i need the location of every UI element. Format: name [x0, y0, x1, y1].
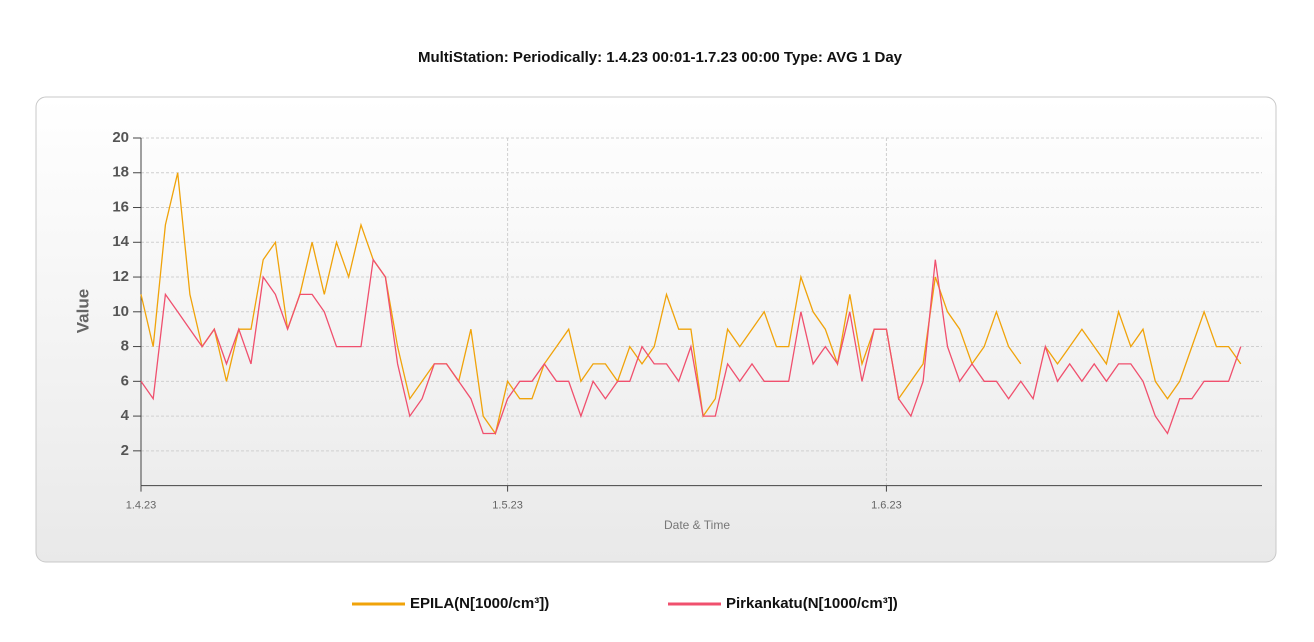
- y-axis-label: Value: [73, 289, 92, 333]
- y-tick-label: 18: [112, 164, 129, 181]
- x-tick-label: 1.6.23: [871, 500, 902, 512]
- y-tick-label: 4: [121, 407, 130, 424]
- y-tick-label: 16: [112, 198, 129, 215]
- x-axis-label: Date & Time: [664, 518, 730, 532]
- series-line: [140, 257, 1242, 435]
- y-tick-label: 2: [121, 442, 129, 459]
- y-tick-label: 6: [121, 372, 129, 389]
- legend-label: Pirkankatu(N[1000/cm³]): [726, 595, 898, 612]
- x-tick-label: 1.5.23: [492, 500, 523, 512]
- y-tick-label: 8: [121, 338, 129, 355]
- y-tick-label: 12: [112, 268, 129, 285]
- y-tick-label: 10: [112, 303, 129, 320]
- y-tick-label: 20: [112, 129, 129, 146]
- y-tick-label: 14: [112, 233, 129, 250]
- chart-title: MultiStation: Periodically: 1.4.23 00:01…: [418, 49, 903, 66]
- x-tick-label: 1.4.23: [126, 500, 157, 512]
- plot-panel: [35, 96, 1277, 563]
- legend-label: EPILA(N[1000/cm³]): [410, 595, 549, 612]
